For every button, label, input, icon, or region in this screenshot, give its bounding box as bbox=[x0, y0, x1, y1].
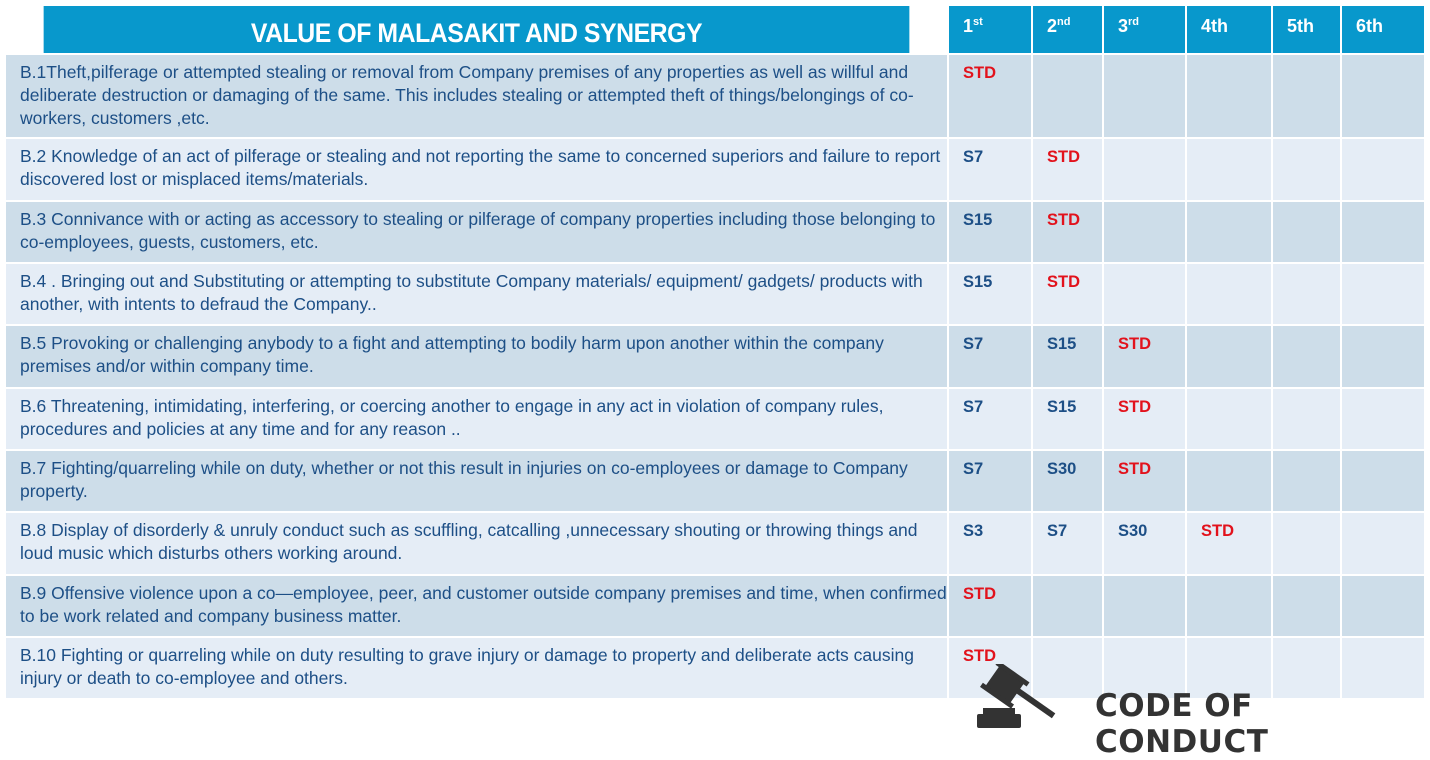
sanction-cell bbox=[1342, 326, 1424, 387]
column-header-label: 6th bbox=[1356, 16, 1383, 36]
column-header-offense-3: 3rd bbox=[1104, 6, 1185, 53]
sanction-cell bbox=[1033, 638, 1102, 698]
sanction-cell: STD bbox=[1187, 513, 1271, 574]
sanction-cell: S3 bbox=[949, 513, 1031, 574]
sanction-cell: STD bbox=[1033, 264, 1102, 324]
table-row: B.7 Fighting/quarreling while on duty, w… bbox=[6, 451, 1424, 511]
column-header-offense-6: 6th bbox=[1342, 6, 1424, 53]
gavel-icon bbox=[977, 664, 1056, 728]
column-header-offense-1: 1st bbox=[949, 6, 1031, 53]
code-of-conduct-logo: CODE OF CONDUCT bbox=[975, 664, 1415, 760]
sanction-cell: S7 bbox=[1033, 513, 1102, 574]
sanction-cell: S30 bbox=[1033, 451, 1102, 511]
sanction-cell: STD bbox=[1104, 389, 1185, 449]
sanction-cell bbox=[1187, 576, 1271, 636]
sanction-cell bbox=[1342, 139, 1424, 200]
violation-description: B.5 Provoking or challenging anybody to … bbox=[6, 326, 947, 387]
violation-description: B.9 Offensive violence upon a co—employe… bbox=[6, 576, 947, 636]
sanction-cell bbox=[1187, 264, 1271, 324]
sanction-cell bbox=[1342, 638, 1424, 698]
sanction-cell bbox=[1187, 202, 1271, 262]
sanction-cell: S7 bbox=[949, 389, 1031, 449]
sanction-cell: S15 bbox=[1033, 389, 1102, 449]
table-title: VALUE OF MALASAKIT AND SYNERGY bbox=[43, 6, 910, 53]
sanction-cell: STD bbox=[949, 55, 1031, 137]
sanction-cell bbox=[1273, 576, 1340, 636]
sanction-cell bbox=[1104, 576, 1185, 636]
sanction-cell bbox=[1104, 264, 1185, 324]
sanction-cell bbox=[1342, 264, 1424, 324]
table-row: B.5 Provoking or challenging anybody to … bbox=[6, 326, 1424, 387]
column-header-offense-5: 5th bbox=[1273, 6, 1340, 53]
column-header-offense-4: 4th bbox=[1187, 6, 1271, 53]
sanction-cell: S15 bbox=[1033, 326, 1102, 387]
sanction-cell bbox=[1273, 55, 1340, 137]
violation-description: B.8 Display of disorderly & unruly condu… bbox=[6, 513, 947, 574]
sanction-cell bbox=[1273, 389, 1340, 449]
violation-description: B.3 Connivance with or acting as accesso… bbox=[6, 202, 947, 262]
sanction-cell: S7 bbox=[949, 139, 1031, 200]
table-row: B.9 Offensive violence upon a co—employe… bbox=[6, 576, 1424, 636]
sanction-cell bbox=[1033, 55, 1102, 137]
column-header-label: 1 bbox=[963, 16, 974, 36]
sanction-cell bbox=[1273, 326, 1340, 387]
sanction-cell bbox=[1342, 389, 1424, 449]
column-header-label: 3 bbox=[1118, 16, 1129, 36]
sanction-cell bbox=[1104, 55, 1185, 137]
table-row: B.6 Threatening, intimidating, interferi… bbox=[6, 389, 1424, 449]
sanction-cell: STD bbox=[1033, 139, 1102, 200]
sanction-cell: S7 bbox=[949, 326, 1031, 387]
sanction-cell bbox=[1187, 638, 1271, 698]
sanction-cell bbox=[1273, 513, 1340, 574]
sanction-cell bbox=[1273, 451, 1340, 511]
column-header-label: 2 bbox=[1047, 16, 1058, 36]
sanction-cell bbox=[1273, 202, 1340, 262]
table-row: B.10 Fighting or quarreling while on dut… bbox=[6, 638, 1424, 698]
sanction-cell: STD bbox=[1104, 326, 1185, 387]
column-header-offense-2: 2nd bbox=[1033, 6, 1102, 53]
sanction-cell bbox=[1187, 326, 1271, 387]
sanction-cell bbox=[1342, 513, 1424, 574]
table-row: B.8 Display of disorderly & unruly condu… bbox=[6, 513, 1424, 574]
sanction-cell bbox=[1273, 638, 1340, 698]
violation-description: B.2 Knowledge of an act of pilferage or … bbox=[6, 139, 947, 200]
sanction-cell bbox=[1342, 451, 1424, 511]
table-row: B.2 Knowledge of an act of pilferage or … bbox=[6, 139, 1424, 200]
sanction-cell bbox=[1104, 202, 1185, 262]
sanction-cell bbox=[1033, 576, 1102, 636]
sanction-cell bbox=[1104, 139, 1185, 200]
table-row: B.3 Connivance with or acting as accesso… bbox=[6, 202, 1424, 262]
sanction-cell bbox=[1187, 139, 1271, 200]
table-row: B.1Theft,pilferage or attempted stealing… bbox=[6, 55, 1424, 137]
violation-description: B.4 . Bringing out and Substituting or a… bbox=[6, 264, 947, 324]
column-header-suffix: nd bbox=[1057, 16, 1071, 28]
sanction-cell bbox=[1342, 202, 1424, 262]
sanction-cell: STD bbox=[949, 576, 1031, 636]
violation-description: B.6 Threatening, intimidating, interferi… bbox=[6, 389, 947, 449]
sanction-cell: S7 bbox=[949, 451, 1031, 511]
sanction-cell bbox=[1273, 139, 1340, 200]
sanction-cell bbox=[1104, 638, 1185, 698]
column-header-suffix: st bbox=[973, 16, 983, 28]
sanction-cell bbox=[1273, 264, 1340, 324]
sanction-cell: S15 bbox=[949, 202, 1031, 262]
sanction-cell: STD bbox=[1033, 202, 1102, 262]
column-header-label: 5th bbox=[1287, 16, 1314, 36]
violation-description: B.1Theft,pilferage or attempted stealing… bbox=[6, 55, 947, 137]
sanction-cell: S15 bbox=[949, 264, 1031, 324]
sanction-cell: S30 bbox=[1104, 513, 1185, 574]
column-header-label: 4th bbox=[1201, 16, 1228, 36]
sanction-cell bbox=[1342, 55, 1424, 137]
sanction-cell: STD bbox=[1104, 451, 1185, 511]
violation-description: B.7 Fighting/quarreling while on duty, w… bbox=[6, 451, 947, 511]
logo-text: CODE OF CONDUCT bbox=[1095, 688, 1269, 760]
table-row: B.4 . Bringing out and Substituting or a… bbox=[6, 264, 1424, 324]
sanction-cell bbox=[1187, 451, 1271, 511]
code-of-conduct-table: VALUE OF MALASAKIT AND SYNERGY 1st 2nd 3rd… bbox=[4, 4, 1426, 700]
sanction-cell bbox=[1187, 55, 1271, 137]
sanction-cell bbox=[1342, 576, 1424, 636]
column-header-suffix: rd bbox=[1128, 16, 1140, 28]
sanction-cell bbox=[1187, 389, 1271, 449]
violation-description: B.10 Fighting or quarreling while on dut… bbox=[6, 638, 947, 698]
